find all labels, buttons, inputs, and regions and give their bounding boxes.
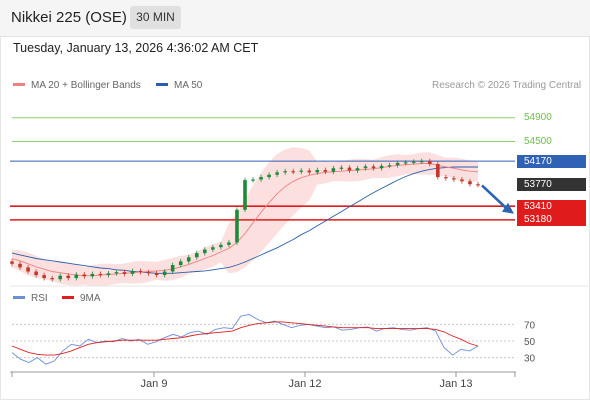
chart-datetime: Tuesday, January 13, 2026 4:36:02 AM CET — [13, 41, 259, 55]
candle — [194, 253, 199, 258]
price-label-53410: 53410 — [517, 199, 586, 213]
candle — [243, 180, 247, 210]
price-label-54900: 54900 — [524, 112, 552, 124]
price-label-53180: 53180 — [517, 213, 586, 227]
rsi-level-label: 50 — [524, 337, 536, 348]
ma9-label: 9MA — [80, 293, 101, 304]
candle — [235, 209, 239, 243]
timeframe-button[interactable]: 30 MIN — [130, 6, 181, 29]
rsi-ma9-line — [11, 321, 479, 356]
ma20-swatch — [13, 82, 25, 86]
candle — [363, 166, 368, 169]
candle — [307, 170, 312, 173]
x-tick-label: Jan 9 — [141, 378, 168, 390]
candle — [18, 263, 22, 268]
legend-ma20: MA 20 + Bollinger Bands — [13, 80, 141, 91]
research-credit: Research © 2026 Trading Central — [432, 80, 582, 91]
candle — [355, 168, 360, 171]
candle — [82, 274, 87, 277]
candle — [275, 172, 279, 175]
candle — [122, 272, 127, 274]
chart-header: Nikkei 225 (OSE) 30 MIN — [0, 0, 590, 37]
candle — [66, 275, 71, 279]
candle — [347, 167, 352, 171]
legend-ma50: MA 50 — [156, 80, 202, 91]
x-tick-label: Jan 12 — [288, 378, 321, 390]
candle — [203, 249, 207, 254]
candle — [146, 272, 151, 274]
candle — [371, 166, 376, 169]
candle — [98, 273, 103, 276]
candle — [114, 272, 119, 274]
candle — [34, 271, 38, 276]
legend-rsi: RSI — [13, 293, 48, 304]
candle — [419, 161, 424, 163]
candle — [178, 261, 183, 265]
rsi-line — [11, 314, 479, 365]
candle — [395, 162, 400, 166]
candle — [90, 273, 95, 277]
candle — [427, 161, 432, 165]
candle — [154, 273, 159, 276]
price-label-53770: 53770 — [517, 177, 586, 191]
ma20-line — [11, 163, 479, 277]
ma9-swatch — [62, 295, 74, 299]
candle — [211, 247, 215, 250]
ma50-line — [11, 166, 478, 274]
candle — [331, 168, 336, 172]
ma50-swatch — [156, 82, 168, 86]
candle — [476, 184, 480, 186]
candle — [299, 170, 304, 172]
candle — [436, 164, 440, 178]
instrument-title: Nikkei 225 (OSE) — [11, 9, 127, 26]
candle — [259, 177, 263, 180]
rsi-level-label: 70 — [524, 320, 536, 331]
forecast-arrow — [481, 184, 509, 211]
candle — [130, 270, 135, 274]
candle — [106, 273, 111, 276]
candle — [251, 179, 255, 181]
forecast-arrow-head — [502, 202, 514, 214]
candle — [219, 244, 223, 248]
candle — [186, 257, 191, 262]
rsi-label: RSI — [31, 293, 48, 304]
candle — [291, 171, 296, 173]
candle — [468, 181, 472, 185]
candle — [411, 161, 416, 163]
candle — [26, 267, 30, 272]
price-label-54500: 54500 — [524, 136, 552, 147]
candle — [403, 162, 408, 164]
candle — [227, 242, 231, 245]
price-label-54170: 54170 — [517, 154, 586, 168]
candle — [387, 165, 392, 167]
ma50-label: MA 50 — [174, 80, 203, 91]
candle — [10, 261, 14, 264]
candle — [452, 178, 456, 180]
x-tick-label: Jan 13 — [439, 378, 472, 390]
candle — [50, 278, 54, 280]
candle — [339, 167, 344, 169]
candle — [460, 179, 464, 182]
rsi-swatch — [13, 295, 25, 299]
candle — [315, 170, 320, 173]
candle — [379, 165, 384, 169]
candle — [170, 265, 175, 272]
candle — [42, 275, 46, 279]
candle — [58, 275, 63, 280]
candle — [444, 177, 448, 179]
ma20-label: MA 20 + Bollinger Bands — [31, 80, 141, 91]
candle — [283, 171, 287, 173]
candle — [323, 170, 328, 172]
candle — [162, 271, 167, 276]
bollinger-band — [12, 147, 478, 287]
candle — [74, 274, 79, 279]
candle — [138, 270, 143, 273]
rsi-level-label: 30 — [524, 354, 536, 365]
candle — [267, 174, 271, 178]
legend-9ma: 9MA — [62, 293, 101, 304]
